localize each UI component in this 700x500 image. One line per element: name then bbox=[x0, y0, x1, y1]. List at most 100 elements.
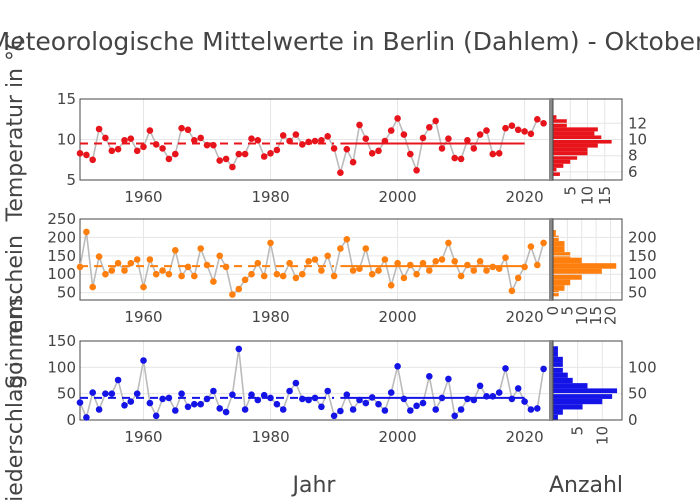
data-point bbox=[114, 259, 122, 267]
data-point bbox=[311, 256, 319, 263]
data-point bbox=[165, 155, 173, 163]
data-point bbox=[324, 252, 332, 260]
hist-x-tick-label: 20 bbox=[602, 306, 620, 325]
data-point bbox=[172, 247, 179, 254]
data-point bbox=[286, 137, 293, 145]
data-point bbox=[445, 135, 452, 142]
data-point bbox=[356, 396, 363, 404]
x-tick-label: 2020 bbox=[506, 188, 544, 206]
data-point bbox=[267, 150, 274, 157]
data-point bbox=[476, 382, 484, 390]
data-point bbox=[375, 147, 382, 155]
data-point bbox=[318, 267, 325, 274]
data-point bbox=[534, 261, 541, 269]
data-point bbox=[216, 252, 223, 260]
data-point bbox=[114, 145, 122, 153]
y-tick-label: 200 bbox=[47, 228, 76, 246]
x-tick-label: 1980 bbox=[251, 428, 289, 446]
data-point bbox=[419, 399, 427, 407]
hist-bar bbox=[553, 131, 595, 136]
data-point bbox=[508, 122, 516, 129]
data-point bbox=[133, 256, 141, 263]
data-point bbox=[222, 408, 230, 416]
data-point bbox=[172, 407, 179, 414]
data-point bbox=[210, 278, 217, 285]
hist-bar bbox=[553, 123, 567, 128]
data-point bbox=[426, 124, 433, 131]
data-point bbox=[356, 121, 363, 129]
data-point bbox=[476, 258, 484, 265]
data-point bbox=[273, 146, 281, 154]
hist-bar bbox=[553, 155, 578, 160]
data-point bbox=[184, 263, 192, 271]
data-point bbox=[534, 405, 541, 412]
hist-bar bbox=[553, 409, 563, 415]
data-point bbox=[95, 406, 103, 413]
data-point bbox=[432, 117, 440, 125]
data-point bbox=[432, 258, 440, 265]
data-point bbox=[127, 398, 135, 405]
data-point bbox=[527, 243, 535, 250]
data-point bbox=[260, 153, 268, 160]
data-point bbox=[241, 276, 249, 284]
data-point bbox=[83, 151, 90, 159]
hist-bar bbox=[553, 285, 565, 291]
separator-bar bbox=[549, 340, 553, 421]
data-point bbox=[197, 245, 204, 252]
data-point bbox=[260, 272, 268, 280]
hist-bar bbox=[553, 351, 558, 357]
data-point bbox=[267, 394, 274, 402]
data-point bbox=[464, 261, 471, 269]
hist-bar bbox=[553, 346, 558, 352]
data-point bbox=[95, 125, 103, 133]
hist-x-tick-label: 10 bbox=[593, 426, 611, 445]
y-axis-title: Temperatur in °C bbox=[3, 35, 28, 223]
hist-bar bbox=[553, 135, 602, 140]
data-point bbox=[445, 239, 452, 247]
data-point bbox=[489, 393, 497, 400]
hist-y-tick-label: 50 bbox=[628, 284, 647, 302]
data-point bbox=[349, 158, 357, 166]
data-point bbox=[273, 400, 281, 408]
data-point bbox=[102, 390, 109, 398]
data-point bbox=[165, 270, 173, 278]
data-point bbox=[407, 407, 414, 414]
data-point bbox=[464, 137, 471, 144]
data-point bbox=[324, 133, 332, 140]
data-point bbox=[337, 245, 344, 252]
data-point bbox=[495, 265, 503, 273]
data-point bbox=[419, 259, 427, 267]
data-point bbox=[426, 373, 433, 380]
data-point bbox=[184, 126, 192, 134]
data-point bbox=[299, 141, 306, 148]
data-point bbox=[95, 253, 103, 260]
data-point bbox=[470, 145, 478, 152]
data-point bbox=[102, 270, 109, 278]
data-point bbox=[140, 357, 147, 364]
y-tick-label: 100 bbox=[47, 358, 76, 376]
data-point bbox=[356, 265, 363, 273]
x-axis-title: Jahr bbox=[291, 473, 337, 498]
data-point bbox=[451, 258, 459, 265]
data-point bbox=[394, 259, 401, 267]
data-point bbox=[400, 395, 408, 403]
data-point bbox=[362, 245, 370, 252]
hist-x-tick-label: 0 bbox=[544, 306, 562, 316]
data-point bbox=[127, 135, 135, 142]
data-point bbox=[407, 261, 414, 269]
data-point bbox=[89, 156, 96, 164]
data-point bbox=[540, 365, 547, 373]
data-point bbox=[222, 155, 230, 163]
data-point bbox=[527, 406, 535, 413]
x-tick-label: 1980 bbox=[251, 188, 289, 206]
hist-bar bbox=[553, 171, 560, 176]
y-tick-label: 5 bbox=[66, 171, 76, 189]
data-point bbox=[387, 127, 395, 134]
data-point bbox=[140, 143, 147, 151]
data-point bbox=[540, 239, 547, 247]
hist-y-tick-label: 100 bbox=[628, 265, 657, 283]
y-tick-label: 50 bbox=[57, 284, 76, 302]
x-tick-label: 2000 bbox=[378, 308, 416, 326]
data-point bbox=[165, 394, 173, 402]
